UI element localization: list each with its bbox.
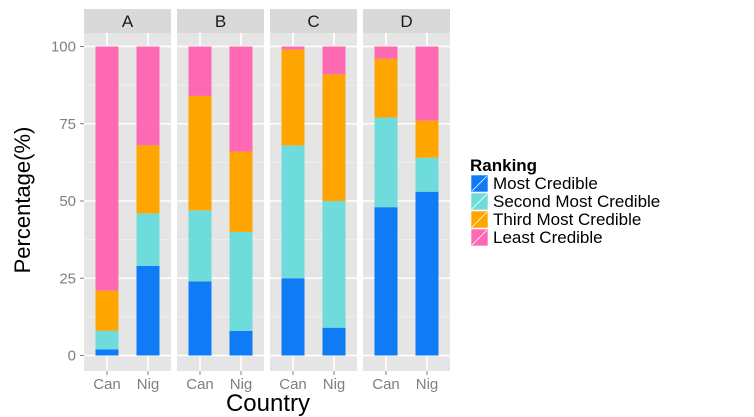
x-tick-label: Nig: [416, 376, 439, 393]
x-axis: Can Nig Can Nig Can Nig Can Nig: [93, 371, 438, 393]
legend-title: Ranking: [470, 156, 537, 175]
x-tick-label: Nig: [137, 376, 160, 393]
bar-segment: [229, 151, 253, 232]
y-tick-label: 0: [68, 348, 76, 365]
bar-segment: [95, 330, 119, 350]
bar-segment: [281, 49, 305, 146]
bar-segment: [281, 46, 305, 50]
x-tick-label: Nig: [323, 376, 346, 393]
legend-entry: Most Credible: [470, 174, 598, 193]
facet-strip-label: C: [307, 12, 319, 31]
y-tick-label: 100: [51, 39, 76, 56]
bar-segment: [374, 58, 398, 118]
bar-segment: [136, 213, 160, 266]
facet-panel-A: A: [84, 9, 171, 371]
legend-label: Third Most Credible: [493, 210, 641, 229]
bar-segment: [281, 145, 305, 279]
bar-segment: [374, 207, 398, 356]
facet-panels: A B C D: [84, 9, 450, 371]
legend-label: Second Most Credible: [493, 192, 660, 211]
bar-segment: [322, 327, 346, 356]
bar-segment: [322, 201, 346, 328]
legend-entry: Least Credible: [470, 228, 603, 247]
bar-segment: [229, 46, 253, 152]
legend-key-slash: [471, 175, 488, 192]
x-tick-label: Nig: [230, 376, 253, 393]
facet-strip-label: A: [122, 12, 134, 31]
bar-segment: [136, 265, 160, 356]
bar-segment: [415, 191, 439, 356]
bar-segment: [229, 231, 253, 331]
facet-strip-label: B: [215, 12, 226, 31]
legend-entry: Second Most Credible: [470, 192, 660, 211]
x-axis-title: Country: [226, 390, 310, 417]
facet-strip: [270, 9, 357, 33]
legend-key-slash: [471, 193, 488, 210]
bar-segment: [415, 157, 439, 192]
bar-segment: [188, 281, 212, 356]
x-tick-label: Can: [279, 376, 307, 393]
bar-segment: [95, 349, 119, 356]
legend-key-slash: [471, 211, 488, 228]
legend-label: Most Credible: [493, 174, 598, 193]
legend-key-slash: [471, 229, 488, 246]
legend-entry: Third Most Credible: [470, 210, 641, 229]
bar-segment: [95, 290, 119, 331]
bar-segment: [188, 46, 212, 96]
facet-strip: [363, 9, 450, 33]
facet-strip: [84, 9, 171, 33]
bar-segment: [322, 74, 346, 201]
x-tick-label: Can: [93, 376, 121, 393]
x-tick-label: Can: [372, 376, 400, 393]
facet-panel-D: D: [363, 9, 450, 371]
bar-segment: [415, 120, 439, 158]
legend-label: Least Credible: [493, 228, 603, 247]
bar-segment: [188, 210, 212, 282]
x-tick-label: Can: [186, 376, 214, 393]
y-axis: 0 25 50 75 100: [51, 39, 84, 365]
bar-segment: [374, 117, 398, 208]
bar-segment: [374, 46, 398, 59]
y-tick-label: 50: [59, 193, 76, 210]
bar-segment: [95, 46, 119, 291]
y-tick-label: 75: [59, 116, 76, 133]
y-axis-title: Percentage(%): [10, 127, 35, 274]
bar-segment: [322, 46, 346, 75]
bar-segment: [281, 278, 305, 356]
facet-strip: [177, 9, 264, 33]
facet-strip-label: D: [400, 12, 412, 31]
facet-panel-C: C: [270, 9, 357, 371]
y-tick-label: 25: [59, 270, 76, 287]
bar-segment: [229, 330, 253, 356]
facet-panel-B: B: [177, 9, 264, 371]
bar-segment: [136, 46, 160, 146]
bar-segment: [188, 95, 212, 211]
bar-segment: [415, 46, 439, 121]
bar-segment: [136, 145, 160, 214]
